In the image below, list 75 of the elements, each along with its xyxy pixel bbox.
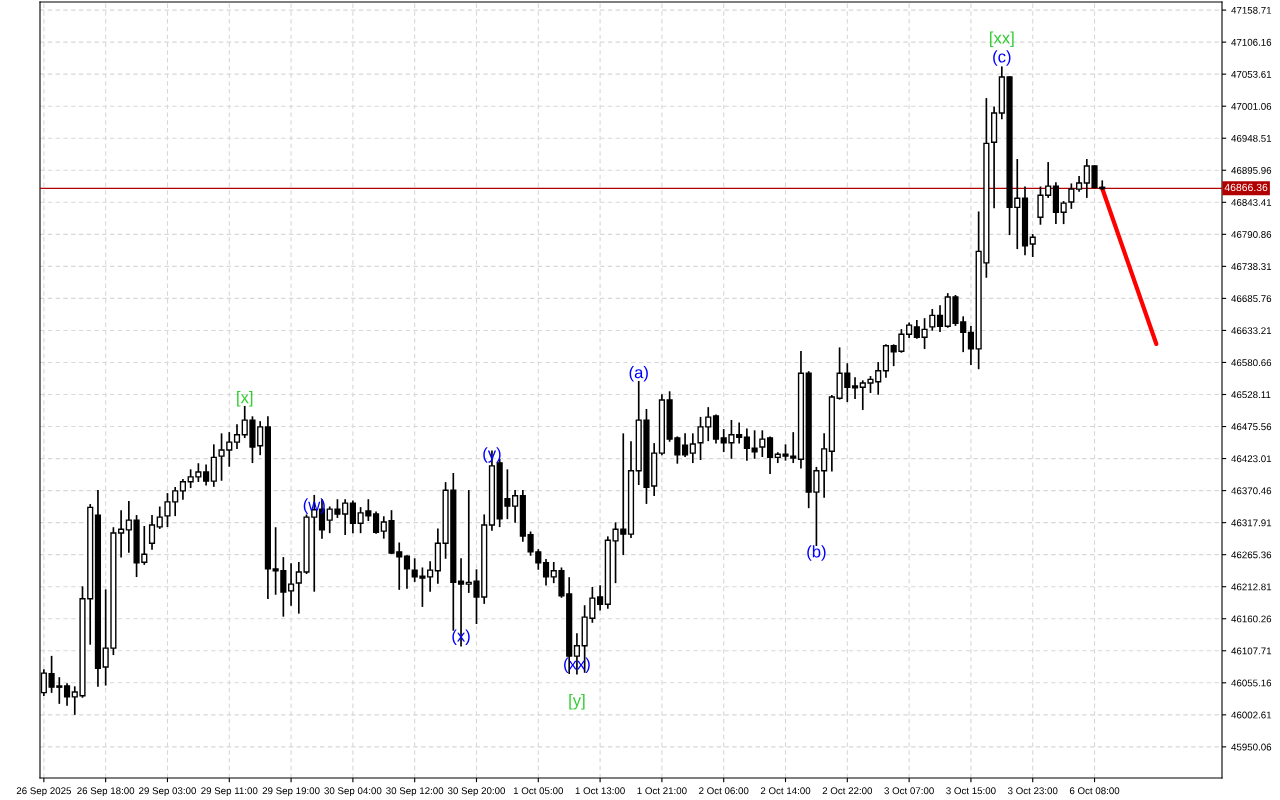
y-tick-label: 46528.11: [1231, 391, 1271, 399]
x-tick-label: 30 Sep 20:00: [447, 787, 506, 797]
x-tick-label: 3 Oct 15:00: [946, 787, 996, 795]
y-tick-label: 46160.26: [1231, 615, 1272, 623]
y-tick-label: 47106.16: [1231, 38, 1272, 46]
y-tick-label: 46107.71: [1231, 647, 1272, 655]
candlestick: [233, 424, 241, 450]
x-tick-label: 30 Sep 04:00: [324, 787, 382, 797]
annotation: (b): [807, 545, 826, 561]
candlestick: [349, 500, 356, 534]
x-tick-label: 29 Sep 11:00: [201, 787, 258, 797]
y-tick-label: 46633.21: [1231, 327, 1272, 335]
candlestick: [929, 309, 936, 331]
candlestick: [712, 414, 720, 444]
candlestick: [766, 436, 774, 475]
y-tick-label: 47053.61: [1231, 70, 1272, 78]
candlestick: [743, 428, 750, 461]
annotation: [y]: [569, 694, 585, 710]
x-tick-label: 29 Sep 19:00: [262, 787, 320, 797]
x-tick-label: 30 Sep 12:00: [386, 787, 444, 797]
x-tick-label: 6 Oct 08:00: [1069, 787, 1120, 795]
annotation: (a): [629, 366, 648, 382]
candlestick: [967, 326, 975, 365]
x-tick-label: 2 Oct 06:00: [699, 787, 749, 795]
y-tick-label: 46738.31: [1231, 263, 1272, 270]
candlestick: [759, 430, 766, 457]
candlestick: [597, 585, 604, 611]
annotation: (c): [993, 50, 1011, 66]
y-tick-label: 46790.86: [1231, 231, 1272, 238]
candlestick: [63, 683, 71, 706]
candlestick: [689, 433, 696, 464]
candlestick: [512, 490, 519, 523]
y-tick-label: 46370.46: [1231, 487, 1272, 495]
candlestick: [203, 464, 210, 486]
y-tick-label: 46317.91: [1231, 519, 1272, 527]
x-tick-label: 1 Oct 21:00: [637, 787, 687, 795]
x-tick-label: 3 Oct 07:00: [884, 787, 934, 795]
x-tick-label: 29 Sep 03:00: [139, 787, 197, 797]
y-tick-label: 46580.66: [1231, 359, 1272, 367]
candlestick: [936, 305, 944, 333]
y-tick-label: 46212.81: [1231, 583, 1272, 591]
ref-line-label: 46866.36: [1224, 183, 1268, 192]
candlestick: [210, 444, 217, 487]
y-tick-label: 45950.06: [1231, 743, 1272, 751]
candlestick: [1029, 234, 1036, 258]
x-tick-label: 2 Oct 22:00: [822, 787, 873, 795]
y-tick-label: 46843.41: [1231, 199, 1272, 206]
y-tick-label: 46475.56: [1231, 423, 1272, 431]
candlestick: [403, 555, 411, 589]
candlestick: [372, 511, 380, 534]
candlestick: [542, 558, 550, 586]
x-tick-label: 26 Sep 2025: [16, 787, 72, 797]
candlestick: [681, 433, 689, 457]
y-tick-label: 46002.61: [1231, 711, 1272, 719]
y-tick-label: 47158.71: [1231, 6, 1272, 14]
x-tick-label: 1 Oct 13:00: [575, 787, 625, 795]
annotation: [x]: [237, 391, 253, 407]
candlestick: [179, 479, 187, 500]
y-tick-label: 47001.06: [1231, 102, 1272, 110]
x-tick-label: 1 Oct 05:00: [513, 787, 564, 795]
x-tick-label: 3 Oct 23:00: [1007, 787, 1058, 795]
y-tick-label: 46055.16: [1231, 679, 1272, 687]
candlestick: [118, 510, 125, 558]
x-tick-label: 2 Oct 14:00: [760, 787, 811, 795]
candlestick: [851, 377, 859, 400]
annotation: [xx]: [990, 31, 1014, 47]
candlestick: [751, 430, 758, 459]
candlestick: [287, 563, 295, 606]
y-tick-label: 46948.51: [1231, 134, 1272, 142]
y-tick-label: 46423.01: [1231, 455, 1272, 463]
x-tick-label: 26 Sep 18:00: [77, 787, 135, 797]
y-tick-label: 46685.76: [1231, 295, 1272, 303]
y-tick-label: 46895.96: [1231, 167, 1272, 174]
y-tick-label: 46265.36: [1231, 551, 1272, 559]
candlestick: [148, 515, 156, 550]
